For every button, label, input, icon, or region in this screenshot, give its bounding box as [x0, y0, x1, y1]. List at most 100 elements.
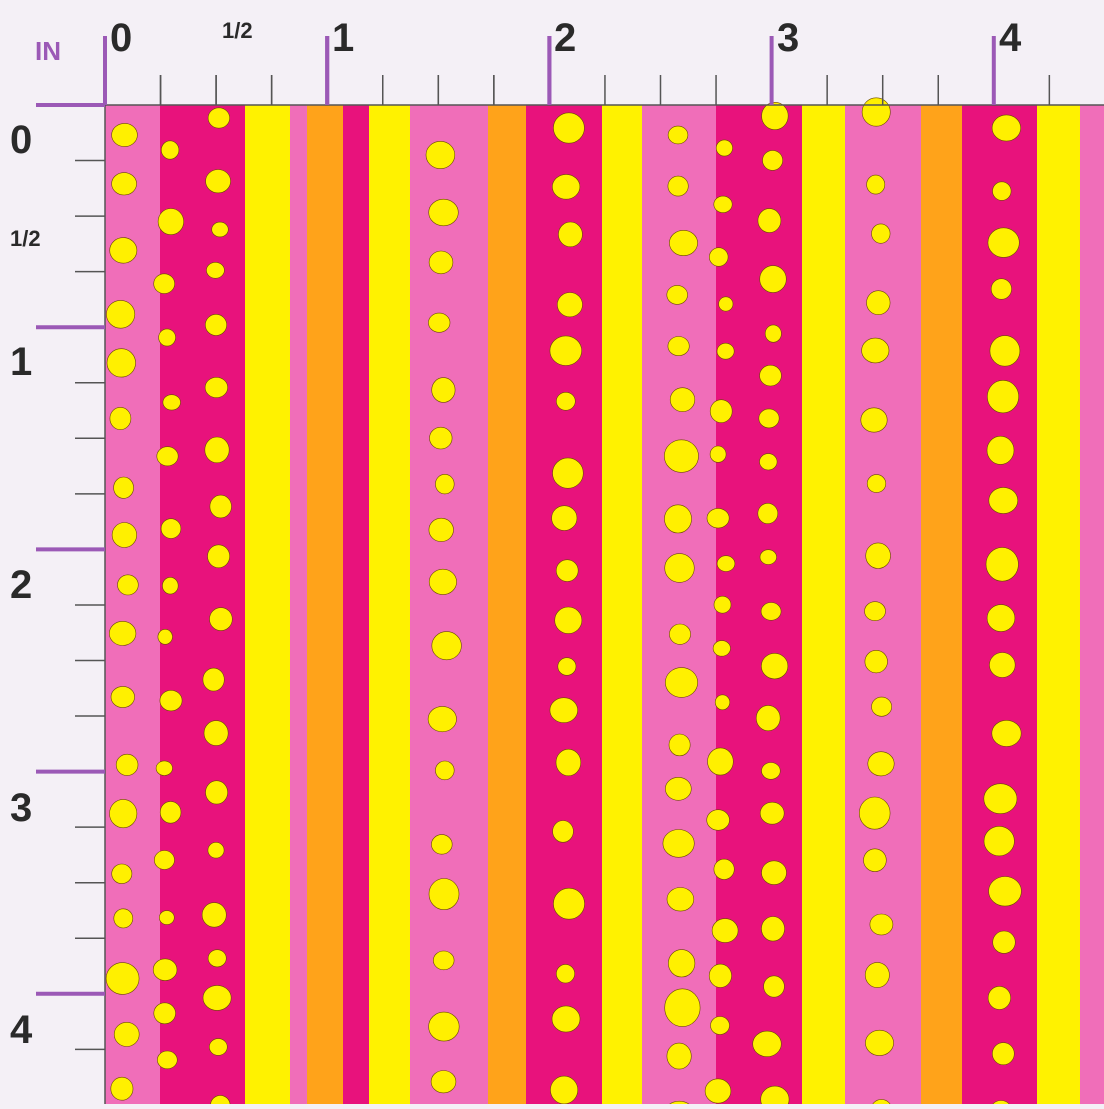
yellow-dot: [861, 337, 890, 364]
yellow-dot: [860, 407, 888, 433]
yellow-dot: [113, 1022, 140, 1047]
yellow-dot: [207, 841, 225, 859]
yellow-dot: [428, 250, 454, 275]
yellow-dot: [435, 474, 455, 495]
stripe-light_pink: [1080, 105, 1104, 1104]
yellow-dot: [204, 436, 230, 464]
yellow-dot: [759, 801, 785, 825]
yellow-dot: [706, 508, 730, 529]
yellow-dot: [209, 494, 232, 519]
yellow-dot: [159, 689, 183, 712]
yellow-dot: [864, 649, 888, 674]
yellow-dot: [203, 720, 229, 746]
yellow-dot: [666, 1042, 692, 1070]
yellow-dot: [866, 174, 886, 195]
yellow-dot: [708, 247, 729, 267]
yellow-dot: [662, 829, 695, 858]
top-ruler-label-0: 0: [110, 16, 133, 60]
yellow-dot: [428, 878, 460, 911]
yellow-dot: [162, 576, 179, 595]
yellow-dot: [110, 686, 135, 708]
yellow-dot: [552, 457, 584, 489]
yellow-dot: [206, 261, 225, 279]
yellow-dot: [431, 834, 453, 855]
yellow-dot: [667, 125, 689, 145]
yellow-dot: [669, 623, 691, 645]
top-ruler-label-1: 1: [332, 16, 355, 60]
yellow-dot: [106, 300, 136, 329]
yellow-dot: [207, 949, 227, 968]
yellow-dot: [709, 399, 733, 424]
yellow-dot: [863, 848, 887, 872]
yellow-dot: [864, 962, 890, 988]
yellow-dot: [557, 292, 583, 318]
yellow-dot: [110, 1076, 134, 1101]
top-ruler-label-3: 3: [777, 16, 800, 60]
yellow-dot: [987, 986, 1012, 1010]
yellow-dot: [986, 380, 1019, 414]
yellow-dot: [666, 887, 695, 912]
yellow-dot: [549, 697, 578, 724]
yellow-dot: [207, 544, 231, 569]
yellow-dot: [989, 652, 1016, 678]
yellow-dot: [664, 553, 695, 583]
yellow-dot: [205, 780, 229, 805]
yellow-dot: [552, 820, 574, 843]
yellow-dot: [105, 962, 140, 995]
yellow-dot: [713, 858, 735, 880]
yellow-dot: [108, 621, 137, 646]
stripe-light_pink: [845, 105, 921, 1104]
yellow-dot: [156, 446, 179, 467]
yellow-dot: [117, 574, 139, 596]
yellow-dot: [162, 394, 181, 411]
stripe-yellow: [245, 105, 290, 1104]
yellow-dot: [707, 747, 734, 776]
yellow-dot: [551, 1005, 581, 1033]
yellow-dot: [716, 555, 736, 572]
yellow-dot: [211, 221, 229, 238]
yellow-dot: [864, 601, 886, 622]
yellow-dot: [991, 1042, 1015, 1066]
yellow-dot: [664, 988, 701, 1027]
measurement-ruler: [36, 36, 1104, 1104]
yellow-dot: [161, 140, 180, 160]
yellow-dot: [869, 913, 894, 936]
yellow-dot: [712, 640, 731, 657]
stripe-magenta: [160, 105, 245, 1104]
yellow-dot: [706, 809, 730, 831]
top-ruler-label-2: 2: [554, 16, 577, 60]
yellow-dot: [553, 887, 585, 920]
top-ruler-label-half: 1/2: [222, 18, 253, 43]
yellow-dot: [985, 547, 1019, 582]
stripe-light_pink: [642, 105, 716, 1104]
yellow-dot: [760, 1085, 790, 1109]
yellow-dot: [158, 328, 176, 347]
yellow-dot: [762, 150, 784, 171]
stripe-magenta: [343, 105, 369, 1104]
yellow-dot: [664, 776, 692, 801]
yellow-dot: [428, 198, 459, 227]
yellow-dot: [202, 667, 225, 692]
yellow-dot: [209, 1038, 228, 1056]
stripe-dot-pattern: [105, 97, 1104, 1109]
left-ruler-label-4: 4: [10, 1008, 33, 1052]
yellow-dot: [986, 604, 1016, 632]
yellow-dot: [715, 139, 733, 157]
yellow-dot: [761, 860, 787, 885]
yellow-dot: [433, 950, 455, 971]
yellow-dot: [667, 175, 689, 197]
yellow-dot: [428, 1011, 460, 1042]
stripe-yellow: [602, 105, 642, 1104]
yellow-dot: [667, 949, 696, 978]
stripe-magenta: [526, 105, 602, 1104]
yellow-dot: [713, 595, 732, 614]
yellow-dot: [551, 505, 578, 531]
yellow-dot: [759, 364, 782, 387]
yellow-dot: [866, 290, 891, 316]
yellow-dot: [758, 408, 780, 429]
yellow-dot: [155, 760, 173, 776]
stripe-orange: [488, 105, 526, 1104]
yellow-dot: [153, 1002, 176, 1025]
left-ruler-label-3: 3: [10, 786, 33, 830]
yellow-dot: [988, 876, 1022, 907]
